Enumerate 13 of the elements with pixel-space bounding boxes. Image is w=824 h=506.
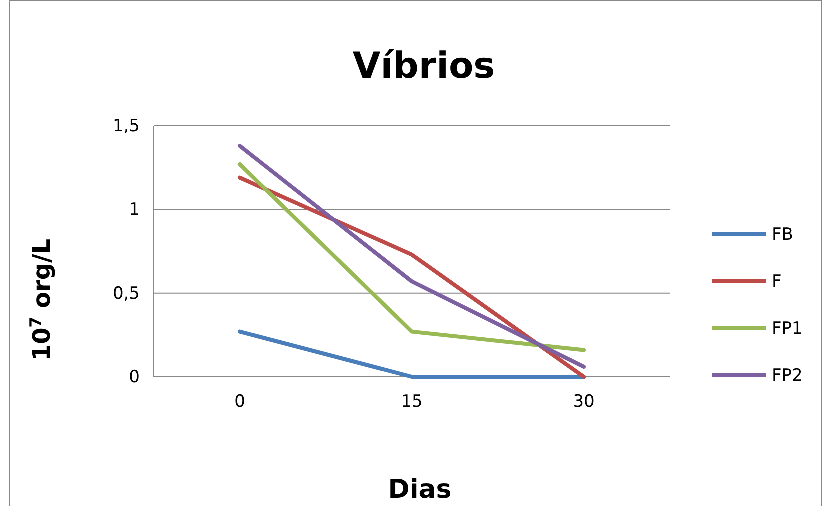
legend-label: F [772,272,782,292]
legend-label: FP1 [772,318,803,339]
y-tick-label: 0,5 [112,284,140,304]
y-tick-label: 1,5 [112,116,140,136]
y-tick-label: 0 [129,367,140,388]
legend-label: FP2 [772,366,803,386]
x-tick-label: 30 [573,392,595,412]
y-tick-label: 1 [129,200,140,220]
x-axis-title: Dias [388,475,452,505]
x-tick-label: 15 [401,392,423,412]
legend-label: FB [772,224,794,245]
x-tick-label: 0 [234,392,246,412]
chart-title: Víbrios [352,46,496,87]
